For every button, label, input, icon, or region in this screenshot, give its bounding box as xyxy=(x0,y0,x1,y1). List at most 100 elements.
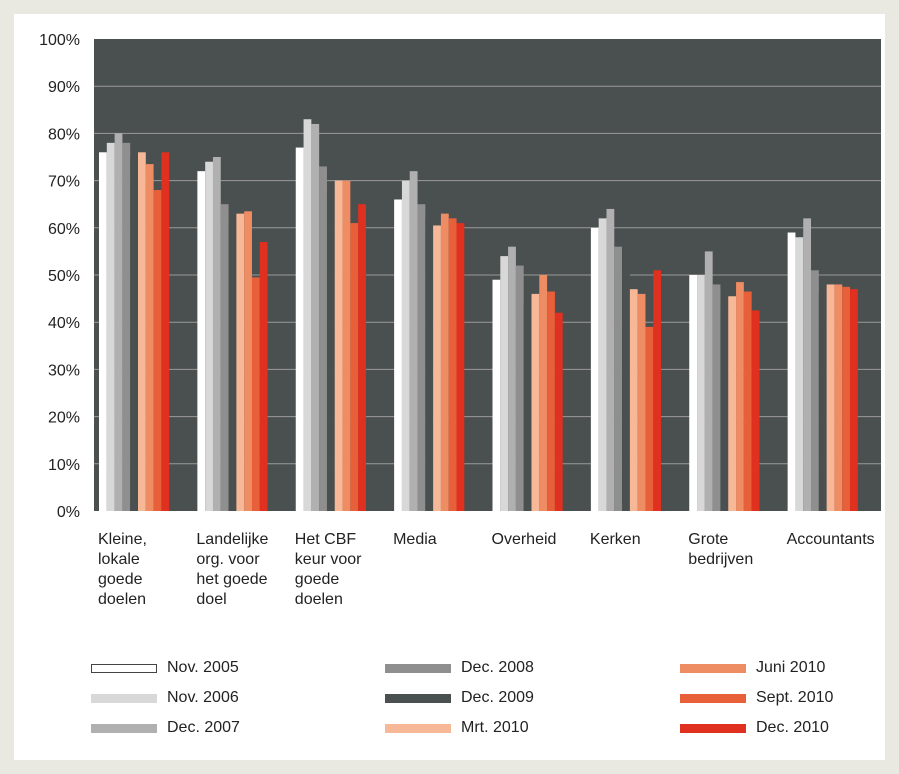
legend-swatch xyxy=(91,694,157,703)
bar xyxy=(850,289,858,511)
bar xyxy=(728,296,737,511)
bar xyxy=(205,161,213,511)
bar xyxy=(689,275,698,511)
bar xyxy=(228,223,237,511)
bar xyxy=(598,218,607,512)
bar xyxy=(409,171,418,511)
bar xyxy=(606,208,615,512)
bar xyxy=(425,218,434,512)
bar xyxy=(161,152,170,511)
x-tick-label: Het CBF keur voor goede doelen xyxy=(294,531,362,608)
bar xyxy=(712,284,721,511)
bar xyxy=(653,270,662,511)
bar xyxy=(818,293,827,511)
y-tick-label: 40% xyxy=(48,315,80,332)
legend-label: Dec. 2010 xyxy=(756,719,829,736)
y-tick-label: 0% xyxy=(57,504,80,521)
bar xyxy=(440,213,449,511)
x-tick-label: Kerken xyxy=(589,531,641,548)
bar xyxy=(842,286,851,511)
bar xyxy=(448,218,457,512)
bar xyxy=(622,246,630,511)
bar xyxy=(236,213,245,511)
bar xyxy=(803,218,812,512)
bar xyxy=(720,308,729,511)
bar xyxy=(244,211,252,511)
bar xyxy=(736,282,744,511)
bar xyxy=(138,152,146,511)
bar xyxy=(834,284,843,511)
y-tick-label: 20% xyxy=(48,410,80,427)
bar-chart: 0% 10% 20% 30% 40% 50% 60% 70% 80% 90% 100% xyxy=(39,32,881,521)
bar xyxy=(547,291,555,511)
bar xyxy=(122,142,131,511)
legend-swatch xyxy=(680,694,746,703)
bar xyxy=(637,293,646,511)
bar xyxy=(751,310,760,511)
legend-label: Nov. 2006 xyxy=(167,689,239,706)
legend-label: Nov. 2005 xyxy=(167,659,239,676)
bar xyxy=(153,190,162,512)
bar xyxy=(508,246,516,511)
y-tick-label: 70% xyxy=(48,174,80,191)
legend-swatch xyxy=(385,664,451,673)
legend-label: Sept. 2010 xyxy=(756,689,834,706)
legend-label: Dec. 2008 xyxy=(461,659,534,676)
bar xyxy=(130,157,138,511)
bar xyxy=(334,180,343,511)
bar xyxy=(539,275,548,511)
y-tick-label: 90% xyxy=(48,79,80,96)
legend-label: Mrt. 2010 xyxy=(461,719,529,736)
bar xyxy=(342,180,351,511)
bar xyxy=(629,289,638,511)
y-tick-label: 30% xyxy=(48,362,80,379)
bar xyxy=(99,152,107,511)
bar xyxy=(492,279,501,511)
legend-label: Juni 2010 xyxy=(756,659,826,676)
bar xyxy=(401,180,410,511)
x-tick-label: Media xyxy=(393,531,437,548)
y-tick-label: 10% xyxy=(48,457,80,474)
bar xyxy=(704,251,713,511)
bar xyxy=(515,265,524,511)
chart-panel: 0% 10% 20% 30% 40% 50% 60% 70% 80% 90% 100% Kleine… xyxy=(14,14,885,760)
x-tick-label: Kleine, lokale goede doelen xyxy=(98,531,147,608)
bar xyxy=(456,223,465,511)
bar xyxy=(259,241,268,511)
legend-label: Dec. 2007 xyxy=(167,719,240,736)
legend-swatch xyxy=(91,664,157,673)
bar xyxy=(311,123,320,512)
y-tick-label: 50% xyxy=(48,268,80,285)
bar xyxy=(319,166,327,511)
bar xyxy=(145,164,154,511)
legend-swatch xyxy=(91,724,157,733)
y-tick-label: 100% xyxy=(39,32,80,49)
bar xyxy=(358,204,366,511)
legend-swatch xyxy=(385,724,451,733)
x-tick-label: Landelijke org. voor het goede doel xyxy=(196,531,269,608)
bar xyxy=(697,275,705,511)
legend-swatch xyxy=(680,724,746,733)
bar xyxy=(212,157,221,511)
bar xyxy=(826,284,835,511)
bar xyxy=(795,237,804,512)
bar xyxy=(554,312,563,511)
bar xyxy=(220,204,229,511)
bar xyxy=(590,227,599,512)
bar xyxy=(743,291,752,511)
y-tick-label: 80% xyxy=(48,126,80,143)
legend-swatch xyxy=(680,664,746,673)
bar xyxy=(787,232,796,511)
bar xyxy=(645,326,654,511)
bar xyxy=(106,142,115,511)
x-tick-label: Accountants xyxy=(786,531,875,548)
bar xyxy=(614,246,623,511)
bar xyxy=(811,270,819,511)
bar xyxy=(251,277,260,511)
bar xyxy=(523,303,532,511)
bar xyxy=(417,204,426,511)
bar xyxy=(197,171,206,511)
x-tick-label: Grote bedrijven xyxy=(688,531,754,568)
bar xyxy=(350,223,359,511)
bar xyxy=(326,194,335,511)
